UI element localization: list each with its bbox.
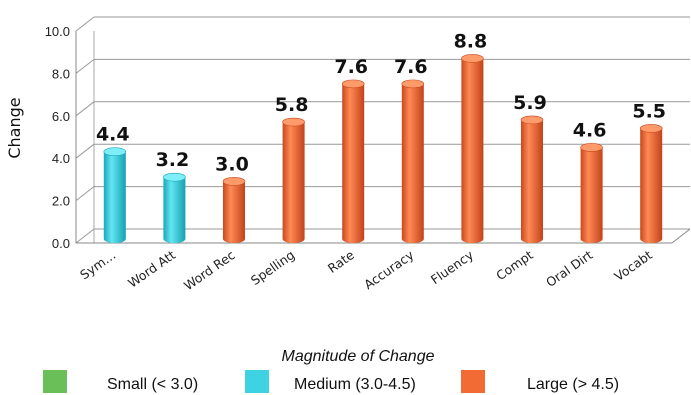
legend-label-medium: Medium (3.0-4.5) [294,376,416,393]
x-tick-label: Compt [493,247,536,283]
bar [163,172,186,243]
bar [222,177,246,243]
bar-body [282,122,305,243]
bar-body [163,177,186,243]
bar-top [163,172,186,182]
bar-top [103,147,127,157]
bar [401,79,425,243]
data-label: 5.8 [275,94,309,116]
bar-top [341,79,365,89]
bar-top [520,115,544,125]
bar [103,147,127,243]
gridline-diag [75,59,95,74]
y-axis-label: Change [5,97,24,158]
legend: Magnitude of Change Small (< 3.0) Medium … [43,348,619,393]
y-tick-label: 10.0 [45,24,70,39]
x-axis: Sym… Word Att Word Rec Spelling Rate Accuracy… [77,247,655,293]
bar [520,115,544,243]
legend-title: Magnitude of Change [282,348,435,365]
gridline-diag [75,186,95,201]
bar-body [342,83,365,243]
x-tick-label: Fluency [428,247,477,287]
y-tick-label: 8.0 [52,66,70,81]
bar-body [640,128,663,243]
data-label: 3.0 [215,153,249,175]
bar-body [401,83,424,243]
x-tick-label: Oral Dirt [543,247,595,290]
x-tick-label: Spelling [248,247,297,288]
data-label: 5.5 [632,100,666,122]
bar-body [580,147,603,243]
legend-swatch-small [43,370,67,393]
gridline-diag [75,16,95,32]
bar-top [222,177,246,186]
data-label: 7.6 [334,56,368,78]
gridline-diag [75,101,95,117]
y-tick-label: 4.0 [52,151,70,166]
x-tick-label: Sym… [77,247,118,282]
bar-body [521,119,543,243]
bars: 4.4 3.2 3.0 5.8 7.6 7.6 8.8 5.9 4.6 5.5 [96,30,666,243]
bar-body [103,151,126,243]
bar [580,143,603,243]
data-label: 3.2 [156,149,190,171]
bar [639,124,663,243]
data-label: 4.4 [96,124,130,146]
bar-top [639,124,663,133]
bar-top [401,79,425,89]
bar [341,79,365,243]
bar-top [461,54,484,63]
bar-body [223,181,245,243]
x-tick-label: Word Att [125,247,178,290]
y-tick-label: 0.0 [52,236,70,251]
y-tick-label: 6.0 [52,109,70,124]
y-axis: 0.0 2.0 4.0 6.0 8.0 10.0 [45,24,70,251]
data-label: 7.6 [394,56,428,78]
bar-top [580,143,603,152]
gridline-diag [75,143,95,159]
y-tick-label: 2.0 [52,194,70,209]
x-tick-label: Rate [325,247,357,276]
gridlines [75,16,691,244]
bar [461,54,484,243]
bar-body [461,58,484,243]
gridline-diag [75,228,95,244]
data-label: 4.6 [573,119,607,141]
legend-label-small: Small (< 3.0) [107,376,198,393]
x-tick-label: Vocabt [611,247,655,284]
x-tick-label: Word Rec [181,247,238,293]
bar-top [282,117,305,127]
bar [282,117,305,243]
data-label: 5.9 [513,92,547,114]
x-tick-label: Accuracy [361,247,417,292]
legend-swatch-large [461,370,485,393]
legend-swatch-medium [245,370,269,393]
legend-label-large: Large (> 4.5) [527,376,619,393]
data-label: 8.8 [454,30,488,52]
